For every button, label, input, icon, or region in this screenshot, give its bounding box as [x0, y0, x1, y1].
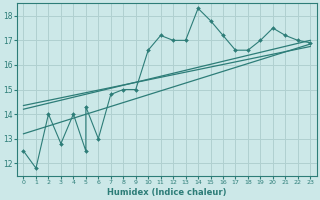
X-axis label: Humidex (Indice chaleur): Humidex (Indice chaleur) — [107, 188, 227, 197]
